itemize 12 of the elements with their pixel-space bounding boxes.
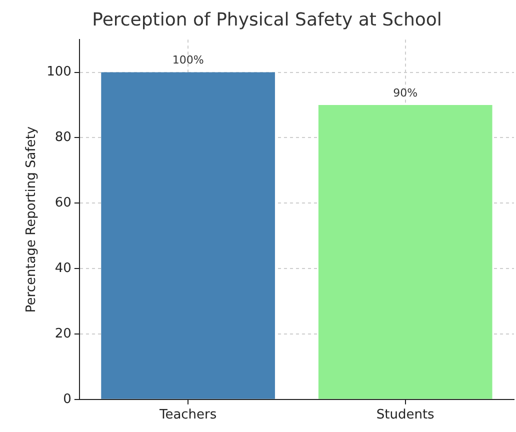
chart-title: Perception of Physical Safety at School (92, 9, 442, 30)
data-label: 100% (172, 54, 204, 67)
y-axis-title: Percentage Reporting Safety (24, 126, 40, 313)
x-tick-label: Students (376, 408, 435, 423)
y-tick-label: 100 (46, 64, 72, 80)
data-label: 90% (393, 86, 418, 100)
y-tick-label: 60 (54, 196, 72, 211)
x-tick-label: Teachers (158, 408, 217, 423)
y-tick-label: 40 (54, 260, 72, 276)
y-tick-label: 20 (54, 326, 72, 342)
y-tick-label: 0 (63, 392, 72, 407)
y-tick-label: 80 (54, 130, 72, 146)
